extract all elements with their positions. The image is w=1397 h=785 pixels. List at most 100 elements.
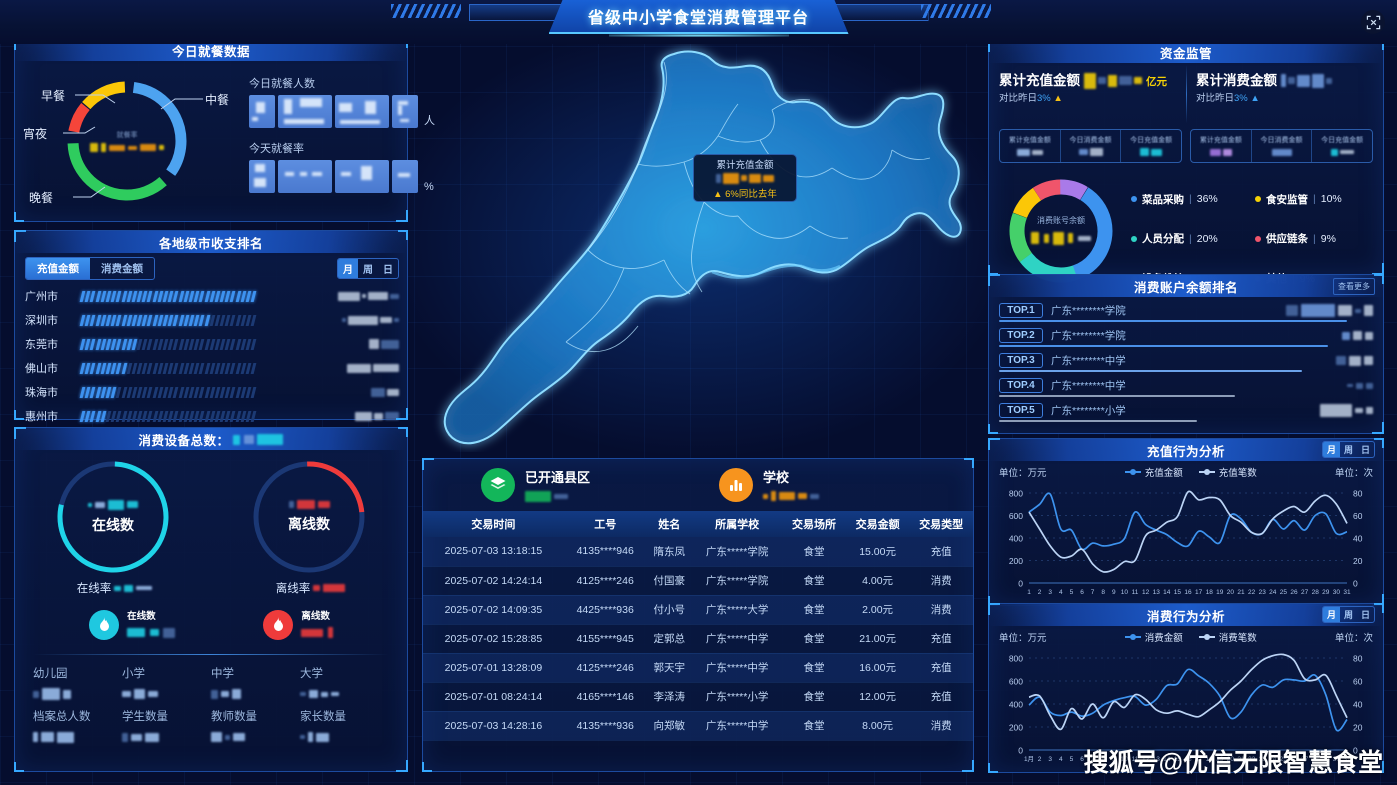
rank-row[interactable]: TOP.1 广东********学院 [999, 301, 1373, 326]
svg-text:21: 21 [1237, 589, 1245, 596]
table-row[interactable]: 2025-07-02 14:24:14 4125****246 付国豪 广东*****… [423, 566, 973, 596]
city-row: 惠州市 [25, 404, 399, 428]
consume-period-month[interactable]: 月 [1322, 607, 1340, 622]
device-stat-item: 学生数量 [122, 708, 211, 745]
app-title: 省级中小学食堂消费管理平台 [587, 10, 809, 27]
fund-subtab-cum-recharge-2[interactable]: 累计充值金额 [1191, 130, 1252, 162]
fund-legend-item: 人员分配 | 20% [1131, 225, 1249, 254]
svg-text:800: 800 [1009, 654, 1023, 664]
summary-districts: 已开通县区 [481, 467, 719, 503]
fund-subtabs-recharge[interactable]: 累计充值金额 今日消费金额 今日充值金额 [999, 129, 1182, 163]
city-row-bar [79, 410, 337, 422]
svg-text:7: 7 [1091, 589, 1095, 596]
table-cell: 郭天宇 [646, 653, 693, 683]
flame-item-offline: 离线数 [263, 608, 333, 642]
legend-pct: 20% [1196, 232, 1218, 245]
fund-subtab-label: 今日充值金额 [1321, 137, 1364, 144]
table-cell: 广东*****大学 [692, 595, 783, 625]
svg-text:28: 28 [1312, 756, 1320, 763]
table-cell: 付小号 [646, 595, 693, 625]
rank-badge: TOP.4 [999, 378, 1043, 393]
rank-row[interactable]: TOP.5 广东********小学 [999, 401, 1373, 426]
fund-subtab-today-consume-2[interactable]: 今日消费金额 [1252, 130, 1313, 162]
table-cell: 食堂 [782, 653, 846, 683]
table-cell: 向郑敏 [646, 711, 693, 741]
dining-donut-chart: 早餐 中餐 宵夜 晚餐 就餐率 [15, 61, 247, 221]
consume-period-week[interactable]: 周 [1343, 610, 1353, 620]
view-more-button[interactable]: 查看更多 [1333, 278, 1375, 295]
table-cell: 4155****945 [563, 624, 647, 654]
svg-text:31: 31 [1343, 756, 1351, 763]
fund-block-recharge: 累计充值金额 亿元 对比昨日3% ▲ [989, 63, 1186, 125]
table-cell: 食堂 [782, 711, 846, 741]
table-cell: 4135****936 [563, 711, 647, 741]
table-row[interactable]: 2025-07-03 13:18:15 4135****946 隋东凤 广东*****… [423, 537, 973, 567]
chart-series-充值金额 [1028, 492, 1348, 551]
city-period-week[interactable]: 周 [363, 265, 373, 276]
device-rate-row: 在线率 离线率 [15, 580, 407, 596]
donut-label-latenight: 宵夜 [23, 127, 48, 141]
table-row[interactable]: 2025-07-01 13:28:09 4125****246 郭天宇 广东*****… [423, 653, 973, 683]
dining-stat-value-count: 人 [249, 95, 435, 128]
flame-item-online: 在线数 [89, 608, 176, 642]
recharge-period-toggle[interactable]: 月 周 日 [1321, 441, 1375, 458]
recharge-period-month[interactable]: 月 [1322, 442, 1340, 457]
legend-dot [1255, 235, 1261, 242]
map-shape[interactable] [412, 44, 988, 452]
fund-subtab-today-recharge[interactable]: 今日充值金额 [1121, 130, 1181, 162]
legend-dot [1255, 196, 1261, 203]
city-period-month[interactable]: 月 [338, 259, 358, 278]
table-cell: 充值 [909, 624, 973, 654]
fund-subtab-cum-recharge[interactable]: 累计充值金额 [1000, 130, 1061, 162]
consume-legend: 消费金额 消费笔数 [1124, 630, 1257, 644]
rank-row[interactable]: TOP.2 广东********学院 [999, 326, 1373, 351]
recharge-unit-right: 单位：次 [1334, 468, 1373, 479]
city-period-day[interactable]: 日 [383, 265, 393, 276]
rank-row[interactable]: TOP.3 广东********中学 [999, 351, 1373, 376]
rank-progress-bar [999, 395, 1235, 397]
consume-unit-left: 单位：万元 [999, 633, 1047, 644]
header-slashes-right [920, 4, 991, 18]
flame-icon [89, 610, 120, 640]
table-row[interactable]: 2025-07-02 14:09:35 4425****936 付小号 广东*****… [423, 595, 973, 625]
svg-text:16: 16 [1184, 589, 1192, 596]
legend-name: 人员分配 [1142, 233, 1184, 246]
svg-text:5: 5 [1070, 589, 1074, 596]
recharge-period-day[interactable]: 日 [1360, 445, 1370, 455]
legend-separator: | [1189, 232, 1192, 245]
svg-text:22: 22 [1248, 589, 1256, 596]
city-row: 广州市 [25, 284, 399, 308]
fund-subtab-today-consume[interactable]: 今日消费金额 [1061, 130, 1122, 162]
table-row[interactable]: 2025-07-01 08:24:14 4165****146 李泽涛 广东*****… [423, 682, 973, 712]
city-tab-consume[interactable]: 消费金额 [101, 263, 143, 275]
table-row[interactable]: 2025-07-03 14:28:16 4135****936 向郑敏 广东*****… [423, 711, 973, 741]
consume-unit-right: 单位：次 [1334, 633, 1373, 644]
device-stat-value [211, 729, 300, 745]
province-map[interactable]: 累计充值金额 ▲ 6%同比去年 [412, 44, 988, 452]
city-period-toggle[interactable]: 月 周 日 [337, 258, 399, 279]
svg-text:10: 10 [1121, 756, 1129, 763]
fund-subtab-today-recharge-2[interactable]: 今日充值金额 [1312, 130, 1372, 162]
legend-separator: | [1313, 232, 1316, 245]
consume-period-toggle[interactable]: 月 周 日 [1321, 606, 1375, 623]
city-row: 珠海市 [25, 380, 399, 404]
map-tooltip-title: 累计充值金额 [716, 159, 774, 171]
consume-period-day[interactable]: 日 [1360, 610, 1370, 620]
recharge-period-week[interactable]: 周 [1343, 445, 1353, 455]
summary-districts-value [525, 489, 590, 503]
table-column-header: 交易金额 [845, 511, 910, 537]
table-cell: 广东*****小学 [692, 682, 783, 712]
rank-row[interactable]: TOP.4 广东********中学 [999, 376, 1373, 401]
legend-pct: 9% [1320, 232, 1336, 245]
fund-recharge-compare-label: 对比昨日 [999, 93, 1038, 104]
fullscreen-icon[interactable] [1361, 10, 1385, 34]
legend-pct: 36% [1196, 193, 1218, 206]
table-cell: 2025-07-03 13:18:15 [423, 537, 564, 567]
table-row[interactable]: 2025-07-02 15:28:85 4155****945 定郭总 广东*****… [423, 624, 973, 654]
fund-subtabs-consume[interactable]: 累计充值金额 今日消费金额 今日充值金额 [1190, 129, 1373, 163]
table-cell: 广东*****中学 [692, 624, 783, 654]
city-metric-tabs[interactable]: 充值金额 消费金额 [25, 257, 155, 280]
panel-title-consume-behavior: 消费行为分析 [989, 604, 1383, 626]
city-tab-recharge[interactable]: 充值金额 [26, 258, 90, 279]
